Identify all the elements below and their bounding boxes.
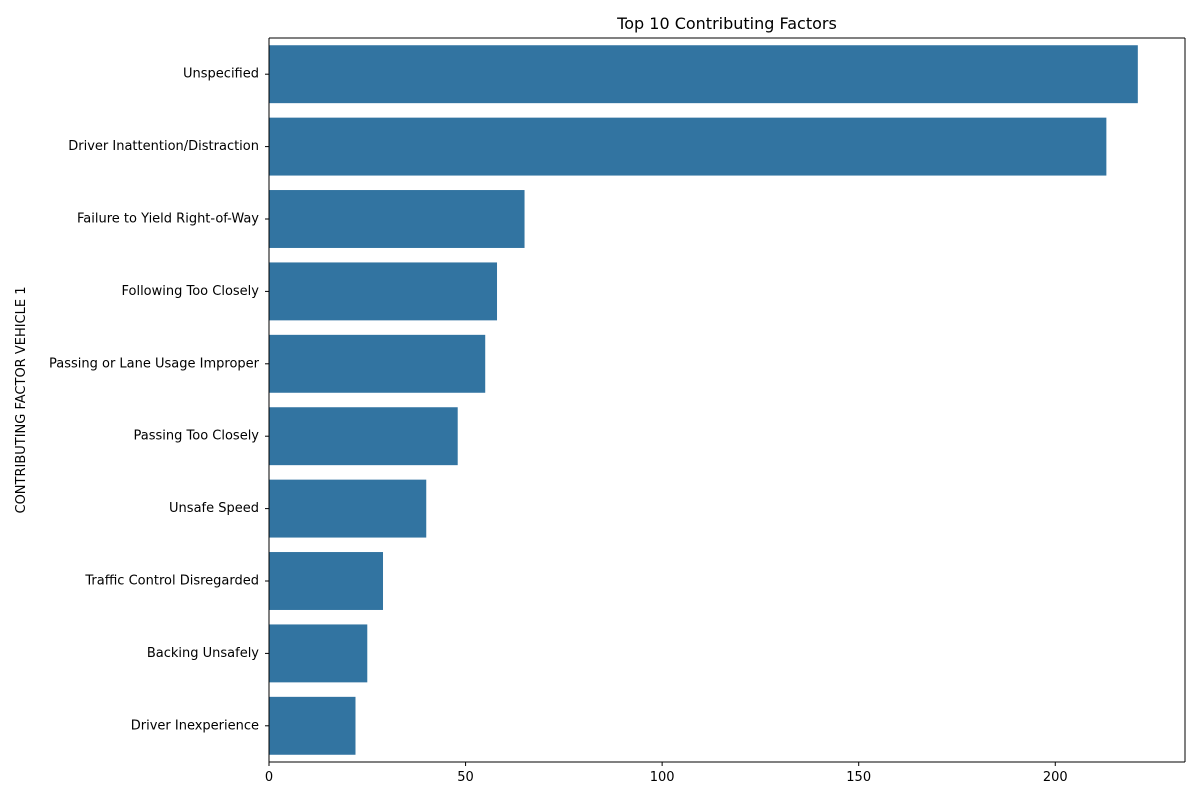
x-tick-label: 100 [650,770,675,785]
y-tick-label: Driver Inexperience [131,718,259,733]
bar [269,407,458,466]
x-tick-label: 150 [846,770,871,785]
y-tick-label: Passing or Lane Usage Improper [49,356,260,371]
bar [269,45,1138,104]
y-tick-label: Unsafe Speed [169,501,259,516]
y-tick-label: Following Too Closely [121,284,259,299]
bar [269,190,525,248]
bar [269,624,368,683]
bar [269,262,498,321]
y-axis-label: CONTRIBUTING FACTOR VEHICLE 1 [14,287,29,514]
y-tick-label: Traffic Control Disregarded [84,574,259,589]
x-tick-label: 0 [265,770,273,785]
bars-group [269,45,1138,755]
y-tick-label: Driver Inattention/Distraction [68,139,259,154]
x-tick-label: 200 [1043,770,1068,785]
bar [269,117,1107,176]
y-axis-ticks: Unspecified Driver Inattention/Distractio… [49,67,269,733]
bar [269,334,486,393]
y-tick-label: Passing Too Closely [134,429,260,444]
axis-spines [268,37,1186,763]
y-tick-label: Backing Unsafely [147,646,259,661]
bar [269,552,384,610]
x-tick-label: 50 [457,770,474,785]
y-tick-label: Unspecified [183,67,259,82]
bar [269,479,427,538]
bar [269,696,356,755]
x-axis-ticks: 0 50 100 150 200 [265,762,1068,785]
y-tick-label: Failure to Yield Right-of-Way [77,212,259,227]
chart-title: Top 10 Contributing Factors [616,14,837,33]
